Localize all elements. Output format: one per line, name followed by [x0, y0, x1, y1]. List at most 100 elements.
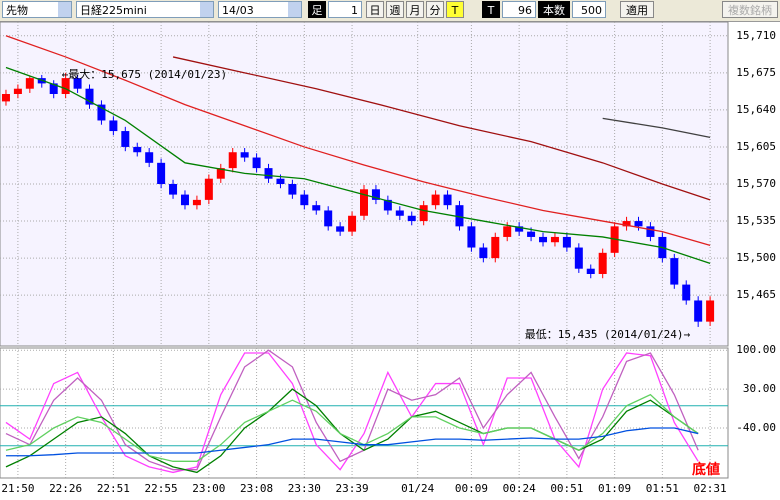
candle-body — [371, 189, 380, 200]
candle-body — [121, 131, 130, 147]
candle-body — [61, 78, 70, 94]
multi-button[interactable]: 複数銘柄 — [722, 1, 778, 18]
y-tick-label: 15,605 — [736, 140, 776, 153]
candle-body — [574, 247, 583, 269]
y-tick-label: -40.00 — [736, 421, 776, 434]
candle-body — [25, 78, 34, 89]
candle-body — [694, 300, 703, 322]
candle-body — [443, 194, 452, 206]
candle-body — [133, 146, 142, 153]
candle-body — [455, 205, 464, 227]
candle-body — [73, 78, 82, 89]
bar-label: 足 — [308, 1, 326, 18]
y-tick-label: 15,675 — [736, 66, 776, 79]
candle-body — [192, 199, 201, 206]
candle-body — [336, 226, 345, 232]
candle-body — [562, 236, 571, 248]
candle-body — [276, 178, 285, 184]
x-tick-label: 01:51 — [646, 482, 679, 495]
tick-button[interactable]: T — [446, 1, 464, 18]
candle-body — [228, 152, 237, 169]
x-tick-label: 22:26 — [49, 482, 82, 495]
candle-body — [1, 94, 10, 102]
series-line — [172, 56, 711, 201]
toolbar: 先物 日経225mini 14/03 足 1 日 週 月 分 T T 96 本数… — [0, 0, 780, 22]
candle-body — [348, 215, 357, 232]
candle-body — [109, 120, 118, 132]
candle-body — [479, 247, 488, 259]
candle-body — [395, 210, 404, 216]
x-tick-label: 23:08 — [240, 482, 273, 495]
y-tick-label: 15,535 — [736, 214, 776, 227]
candle-body — [622, 221, 631, 227]
symbol-select[interactable]: 日経225mini — [76, 1, 214, 18]
candle-body — [634, 221, 643, 227]
candle-body — [157, 162, 166, 184]
x-tick-label: 02:31 — [694, 482, 727, 495]
candle-body — [598, 252, 607, 274]
candle-body — [491, 236, 500, 259]
market-select[interactable]: 先物 — [2, 1, 72, 18]
series-line — [5, 66, 711, 265]
candle-body — [264, 168, 273, 179]
candle-body — [503, 226, 512, 237]
candle-body — [49, 83, 58, 94]
x-tick-label: 23:00 — [192, 482, 225, 495]
candle-body — [670, 258, 679, 285]
candle-body — [550, 236, 559, 243]
candle-body — [97, 104, 106, 121]
x-tick-label: 22:55 — [145, 482, 178, 495]
candle-body — [312, 205, 321, 211]
tick-count-input[interactable]: 96 — [502, 1, 536, 18]
x-tick-label: 23:30 — [288, 482, 321, 495]
y-tick-label: 30.00 — [743, 382, 776, 395]
count-label: 本数 — [538, 1, 570, 18]
candle-body — [240, 152, 249, 158]
monthly-button[interactable]: 月 — [406, 1, 424, 18]
x-tick-label: 22:51 — [97, 482, 130, 495]
x-tick-label: 01/24 — [401, 482, 434, 495]
series-line — [5, 352, 699, 474]
series-line — [602, 117, 711, 139]
y-tick-label: 15,710 — [736, 29, 776, 42]
series-line — [5, 35, 711, 247]
x-tick-label: 00:51 — [550, 482, 583, 495]
bar-size-input[interactable]: 1 — [328, 1, 362, 18]
candle-body — [169, 184, 178, 195]
y-tick-label: 15,500 — [736, 251, 776, 264]
candle-body — [383, 199, 392, 211]
y-tick-label: 15,640 — [736, 103, 776, 116]
oscillator-panel — [0, 347, 729, 479]
candle-body — [682, 284, 691, 301]
candle-body — [145, 152, 154, 163]
candle-body — [706, 300, 715, 322]
count-input[interactable]: 500 — [572, 1, 606, 18]
annotation-min: 最低：15,435 (2014/01/24)→ — [525, 328, 691, 341]
x-tick-label: 21:50 — [1, 482, 34, 495]
weekly-button[interactable]: 週 — [386, 1, 404, 18]
x-tick-label: 00:09 — [455, 482, 488, 495]
x-tick-label: 23:39 — [336, 482, 369, 495]
series-line — [5, 349, 699, 471]
candle-body — [13, 88, 22, 94]
candle-body — [515, 226, 524, 232]
series-line — [5, 427, 699, 457]
candle-body — [586, 268, 595, 274]
candle-body — [300, 194, 309, 206]
candle-body — [467, 226, 476, 248]
apply-button[interactable]: 適用 — [620, 1, 654, 18]
minute-button[interactable]: 分 — [426, 1, 444, 18]
candle-body — [539, 236, 548, 243]
candle-body — [180, 194, 189, 206]
candle-body — [204, 178, 213, 200]
candle-body — [419, 205, 428, 222]
daily-button[interactable]: 日 — [366, 1, 384, 18]
candle-body — [527, 231, 536, 237]
tick-label: T — [482, 1, 500, 18]
candle-body — [324, 210, 333, 227]
candle-body — [85, 88, 94, 105]
contract-select[interactable]: 14/03 — [218, 1, 302, 18]
candle-body — [252, 157, 261, 169]
